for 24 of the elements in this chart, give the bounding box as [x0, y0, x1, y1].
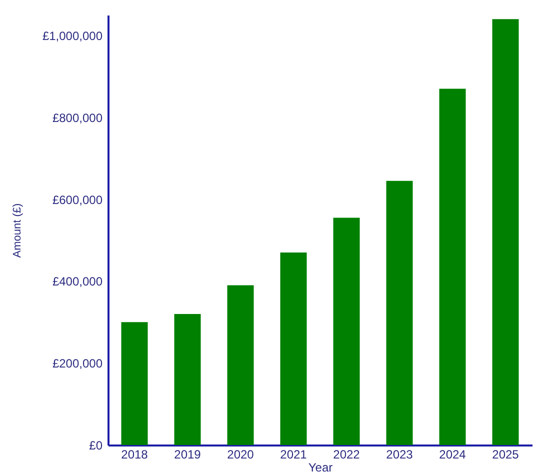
x-tick-label: 2024: [439, 448, 466, 462]
bar: [227, 285, 254, 445]
x-tick-label: 2021: [280, 448, 308, 462]
bar: [174, 314, 201, 445]
bar: [280, 252, 307, 445]
bar: [492, 19, 519, 445]
bar: [386, 180, 413, 445]
x-tick-label: 2022: [333, 448, 360, 462]
y-tick-label: £0: [89, 438, 103, 452]
x-axis-title: Year: [308, 460, 333, 474]
x-tick-label: 2019: [174, 448, 202, 462]
x-tick-label: 2018: [121, 448, 148, 462]
y-tick-label: £600,000: [52, 192, 103, 207]
bar: [333, 218, 360, 445]
bar: [121, 322, 148, 445]
y-axis-title: Amount (£): [11, 203, 24, 258]
x-tick-label: 2020: [227, 448, 254, 462]
bar: [439, 88, 466, 445]
y-tick-label: £400,000: [52, 274, 103, 289]
y-tick-label: £800,000: [52, 110, 103, 125]
y-tick-label: £1,000,000: [42, 28, 103, 43]
x-tick-label: 2025: [492, 448, 520, 462]
x-tick-label: 2023: [386, 448, 414, 462]
y-tick-label: £200,000: [52, 356, 103, 371]
